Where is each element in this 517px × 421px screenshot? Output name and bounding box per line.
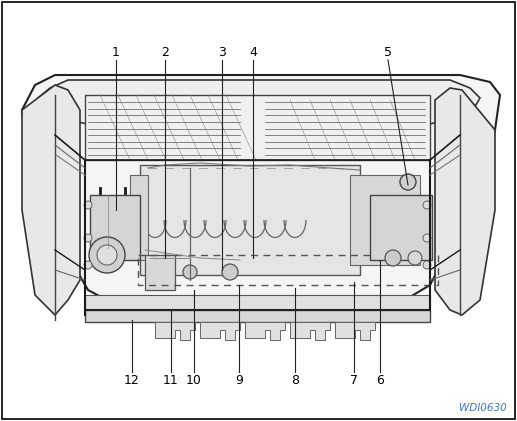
Text: 8: 8 [291,373,299,386]
Polygon shape [335,322,375,340]
Text: 7: 7 [350,373,358,386]
Bar [370,195,432,260]
Text: 10: 10 [186,373,202,386]
Text: 11: 11 [163,373,179,386]
Text: 3: 3 [218,45,226,59]
Text: 4: 4 [249,45,257,59]
Polygon shape [155,322,195,340]
Circle shape [222,264,238,280]
Circle shape [423,201,431,209]
Circle shape [400,174,416,190]
Circle shape [84,201,92,209]
Bar [145,255,175,290]
Circle shape [84,261,92,269]
Circle shape [385,250,401,266]
Circle shape [423,234,431,242]
Polygon shape [200,322,240,340]
Bar [85,310,430,322]
Bar [140,165,360,275]
Bar [130,175,148,260]
Text: 5: 5 [384,45,392,59]
Circle shape [408,251,422,265]
Text: 1: 1 [112,45,120,59]
Circle shape [89,237,125,273]
Circle shape [97,245,117,265]
Polygon shape [38,80,480,135]
Polygon shape [435,88,495,315]
Bar [90,195,140,260]
Circle shape [183,265,197,279]
Text: 2: 2 [161,45,169,59]
Text: 9: 9 [235,373,243,386]
Bar [85,295,430,309]
Circle shape [84,234,92,242]
Polygon shape [290,322,330,340]
Bar [85,95,430,160]
Text: 12: 12 [124,373,140,386]
Text: WDI0630: WDI0630 [459,403,507,413]
Bar [138,255,438,285]
Text: 6: 6 [376,373,384,386]
Polygon shape [245,322,285,340]
Circle shape [423,261,431,269]
Polygon shape [22,75,500,315]
Bar [350,175,420,265]
Polygon shape [22,85,80,315]
